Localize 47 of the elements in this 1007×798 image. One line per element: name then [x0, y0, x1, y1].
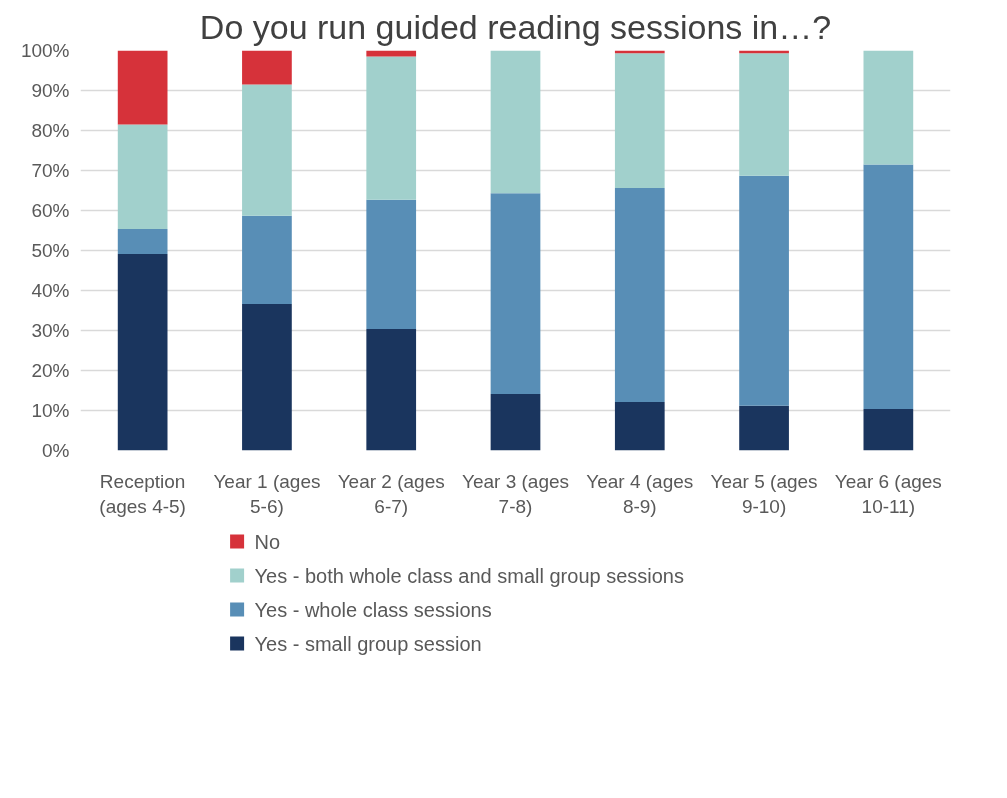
- y-tick-label: 90%: [31, 80, 70, 101]
- bar: [863, 408, 914, 451]
- bar: [366, 328, 417, 451]
- bar: [366, 56, 417, 200]
- bar: [242, 84, 292, 216]
- bar: [614, 53, 665, 189]
- y-tick-label: 30%: [31, 320, 70, 341]
- x-tick-label: Year 5 (ages 9-10): [710, 470, 818, 517]
- bar: [739, 53, 789, 176]
- legend-label: Yes - whole class sessions: [254, 598, 492, 621]
- bar: [117, 124, 168, 229]
- legend-label: Yes - both whole class and small group sessions: [254, 564, 684, 587]
- y-tick-label: 80%: [31, 120, 70, 141]
- x-tick-label: Year 1 (ages 5-6): [213, 470, 321, 517]
- bar: [614, 402, 665, 451]
- bar: [117, 228, 168, 255]
- legend-label: Yes - small group session: [254, 632, 482, 655]
- y-tick-label: 70%: [31, 160, 70, 181]
- x-tick-label: Year 6 (ages 10-11): [834, 470, 942, 517]
- bar: [739, 175, 789, 406]
- bar: [614, 188, 665, 403]
- bar: [366, 50, 417, 57]
- bar: [490, 394, 541, 451]
- y-tick-label: 10%: [31, 400, 70, 421]
- bar: [366, 199, 417, 329]
- bar: [490, 50, 541, 194]
- bar: [863, 164, 914, 409]
- bar: [117, 254, 168, 451]
- bar: [117, 50, 168, 125]
- y-tick-label: 50%: [31, 240, 70, 261]
- bar: [242, 50, 292, 85]
- y-tick-label: 20%: [31, 360, 70, 381]
- y-tick-label: 100%: [20, 40, 70, 61]
- bar: [242, 215, 292, 305]
- x-tick-label: Year 2 (ages 6-7): [337, 470, 445, 517]
- bar: [242, 304, 292, 451]
- bar: [863, 50, 914, 165]
- y-tick-label: 60%: [31, 200, 70, 221]
- bar: [739, 405, 789, 451]
- chart-title: Do you run guided reading sessions in…?: [199, 7, 832, 46]
- legend-label: No: [254, 530, 281, 553]
- y-tick-label: 40%: [31, 280, 70, 301]
- x-tick-label: Year 4 (ages 8-9): [586, 470, 694, 517]
- y-tick-label: 0%: [42, 440, 70, 461]
- x-tick-label: Year 3 (ages 7-8): [461, 470, 570, 517]
- x-tick-label: Reception (ages 4-5): [99, 470, 186, 517]
- bar: [490, 193, 541, 395]
